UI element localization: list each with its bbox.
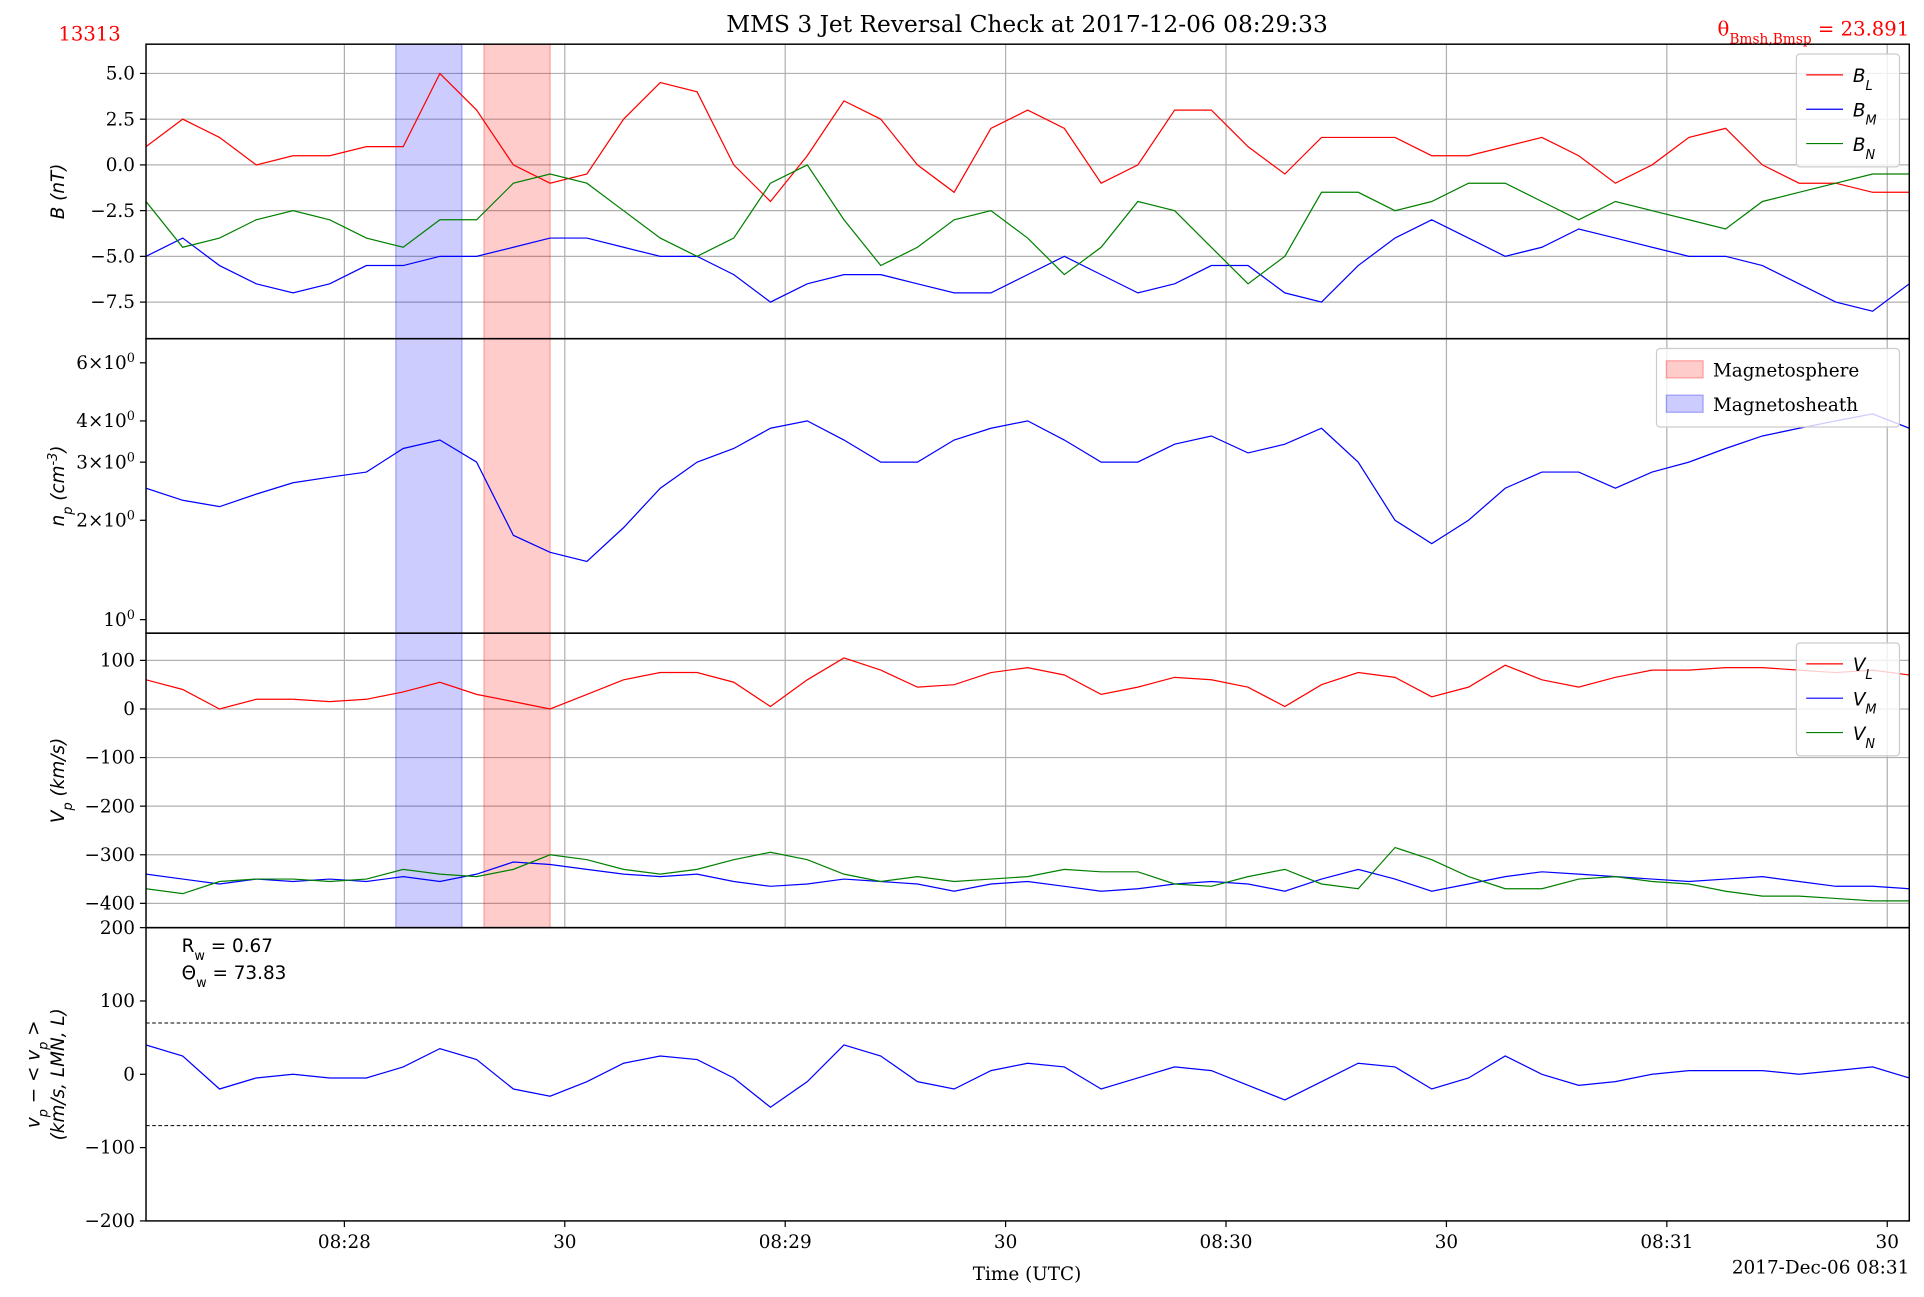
y-tick-label: −400 xyxy=(84,893,135,914)
legend-label: BM​ xyxy=(1853,101,1877,129)
x-axis-label: Time (UTC) xyxy=(973,1264,1082,1285)
annotation: Θw​ = 73.83 xyxy=(182,963,287,991)
y-tick-label: 2×100​ xyxy=(76,508,135,531)
x-tick-label: 08:28 xyxy=(318,1232,371,1253)
y-tick-label: −100 xyxy=(84,748,135,769)
y-axis-label: (km/s, LMN, L) xyxy=(48,1008,69,1140)
y-tick-label: 100 xyxy=(100,651,135,672)
data-line xyxy=(146,164,1910,285)
y-tick-label: 4×100​ xyxy=(76,409,135,433)
y-tick-label: −200 xyxy=(84,796,135,817)
shaded-span xyxy=(483,338,551,634)
y-tick-label: 0 xyxy=(123,699,135,720)
panel: 5.0 2.5 0.0 −2.5 −5.0 −7.5 B (nT) BL​ BM​ BN​ xyxy=(48,43,1911,340)
legend-box xyxy=(1795,53,1901,168)
id-label: 13313 xyxy=(58,23,120,46)
y-tick-label: 2.5 xyxy=(106,109,135,130)
y-tick-label: 5.0 xyxy=(106,64,135,85)
legend-box xyxy=(1655,347,1901,428)
legend-label: BL​ xyxy=(1853,66,1873,94)
x-tick-label: 30 xyxy=(1435,1232,1458,1253)
legend-swatch xyxy=(1665,360,1704,379)
legend-label: VN​ xyxy=(1853,724,1876,752)
y-tick-label: 100​ xyxy=(103,607,135,631)
legend-label: Magnetosheath xyxy=(1713,395,1858,416)
y-axis-label: vp​ − < vp​ > xyxy=(23,1020,51,1128)
y-axis-label: B (nT) xyxy=(48,164,69,220)
panel: 100​ 2×100​ 3×100​ 4×100​ 6×100​ np​ (cm-3​) M… xyxy=(45,337,1911,634)
y-tick-label: 0.0 xyxy=(106,155,135,176)
legend-label: Magnetosphere xyxy=(1713,361,1859,382)
data-line xyxy=(146,219,1910,312)
data-line xyxy=(146,1044,1910,1109)
x-tick-label: 08:31 xyxy=(1640,1232,1693,1253)
y-tick-label: −200 xyxy=(84,1211,135,1232)
shaded-span xyxy=(483,632,551,929)
y-axis-label: Vp​ (km/s) xyxy=(48,738,75,823)
shaded-span xyxy=(395,632,463,929)
data-line xyxy=(146,413,1910,563)
data-line xyxy=(146,846,1910,902)
legend-label: VM​ xyxy=(1853,690,1877,717)
y-tick-label: 3×100​ xyxy=(76,450,135,473)
y-tick-label: −2.5 xyxy=(90,201,135,222)
y-tick-label: 6×100​ xyxy=(76,350,135,373)
axes-frame xyxy=(145,926,1911,1222)
panel: 200 100 0 −100 −200 vp​ − < vp​ >(km/s, LMN, … xyxy=(23,918,1911,1253)
y-tick-label: 100 xyxy=(100,991,135,1012)
y-tick-label: −300 xyxy=(84,845,135,866)
x-tick-label: 30 xyxy=(553,1232,576,1253)
legend-label: BN​ xyxy=(1853,135,1876,163)
y-axis-label: np​ (cm-3​) xyxy=(45,445,75,526)
legend-swatch xyxy=(1665,394,1704,413)
shaded-span xyxy=(395,338,463,634)
y-tick-label: 0 xyxy=(123,1064,135,1085)
date-label: 2017-Dec-06 08:31 xyxy=(1732,1258,1909,1279)
x-tick-label: 08:30 xyxy=(1200,1232,1253,1253)
legend-label: VL​ xyxy=(1853,655,1873,683)
annotation: Rw​ = 0.67 xyxy=(182,936,273,963)
legend-box xyxy=(1795,642,1901,757)
shaded-span xyxy=(395,43,463,340)
panel: 100 0 −100 −200 −300 −400 Vp​ (km/s) VL​ VM​ VN​ xyxy=(48,632,1911,929)
y-tick-label: 200 xyxy=(100,918,135,939)
data-line xyxy=(146,657,1910,710)
y-tick-label: −7.5 xyxy=(90,292,135,313)
title: MMS 3 Jet Reversal Check at 2017-12-06 0… xyxy=(726,11,1328,38)
y-tick-label: −100 xyxy=(84,1138,135,1159)
x-tick-label: 30 xyxy=(994,1232,1017,1253)
x-tick-label: 08:29 xyxy=(759,1232,812,1253)
y-tick-label: −5.0 xyxy=(90,246,135,267)
shaded-span xyxy=(483,43,551,340)
x-tick-label: 30 xyxy=(1876,1232,1899,1253)
data-line xyxy=(146,72,1910,203)
